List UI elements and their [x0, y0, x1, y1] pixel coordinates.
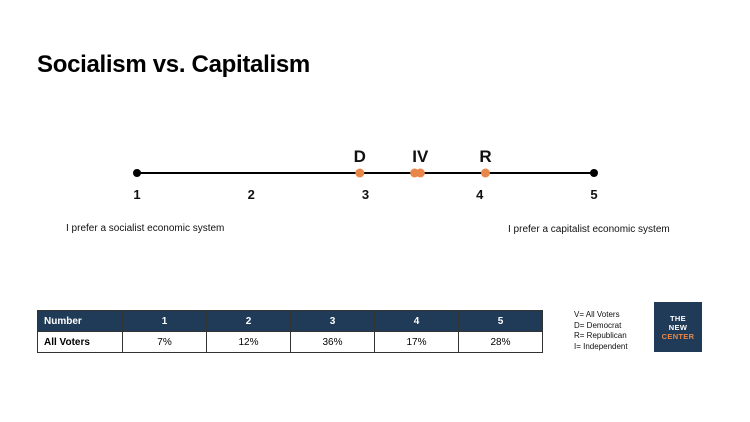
scale-marker-label: D: [354, 147, 366, 166]
scale-marker-label: IV: [412, 147, 429, 166]
legend: V= All Voters D= Democrat R= Republican …: [574, 310, 628, 352]
preference-scale: 1 2 3 4 5 D IV R: [133, 147, 598, 202]
table-header-cell: 3: [290, 310, 375, 332]
legend-item: R= Republican: [574, 331, 627, 340]
table-cell: 7%: [122, 331, 207, 353]
scale-endpoint-right: [590, 169, 598, 177]
table-header-cell: 2: [206, 310, 291, 332]
table-cell: 17%: [374, 331, 459, 353]
scale-tick-label: 2: [248, 187, 255, 202]
scale-tick-label: 4: [476, 187, 484, 202]
table-header-cell: Number: [37, 310, 123, 332]
table-header-cell: 1: [122, 310, 207, 332]
scale-tick-label: 3: [362, 187, 369, 202]
pole-right-label: I prefer a capitalist economic system: [508, 224, 670, 235]
table-row: All Voters 7% 12% 36% 17% 28%: [37, 331, 543, 353]
legend-item: I= Independent: [574, 341, 628, 351]
legend-item: V= All Voters: [574, 310, 620, 319]
pole-left-label: I prefer a socialist economic system: [66, 223, 225, 234]
logo-line: THE: [670, 313, 686, 323]
scale-tick-label: 1: [133, 187, 140, 202]
table-cell: 28%: [458, 331, 543, 353]
the-new-center-logo: THE NEW CENTER: [654, 302, 702, 352]
table-header-cell: 4: [374, 310, 459, 332]
distribution-table: Number 1 2 3 4 5 All Voters 7% 12% 36% 1…: [37, 310, 543, 353]
table-cell: 12%: [206, 331, 291, 353]
legend-item: D= Democrat: [574, 320, 622, 330]
logo-line: NEW: [668, 322, 688, 332]
page-title: Socialism vs. Capitalism: [37, 51, 310, 78]
scale-marker-r: [480, 168, 490, 178]
logo-line: CENTER: [661, 331, 695, 341]
table-cell: 36%: [290, 331, 375, 353]
table-cell: All Voters: [37, 331, 123, 353]
table-header-cell: 5: [458, 310, 543, 332]
scale-endpoint-left: [133, 169, 141, 177]
scale-marker-d: [355, 168, 365, 178]
table-header-row: Number 1 2 3 4 5: [37, 310, 543, 332]
scale-tick-label: 5: [590, 187, 597, 202]
scale-marker-v: [415, 168, 425, 178]
scale-marker-label: R: [479, 147, 491, 166]
